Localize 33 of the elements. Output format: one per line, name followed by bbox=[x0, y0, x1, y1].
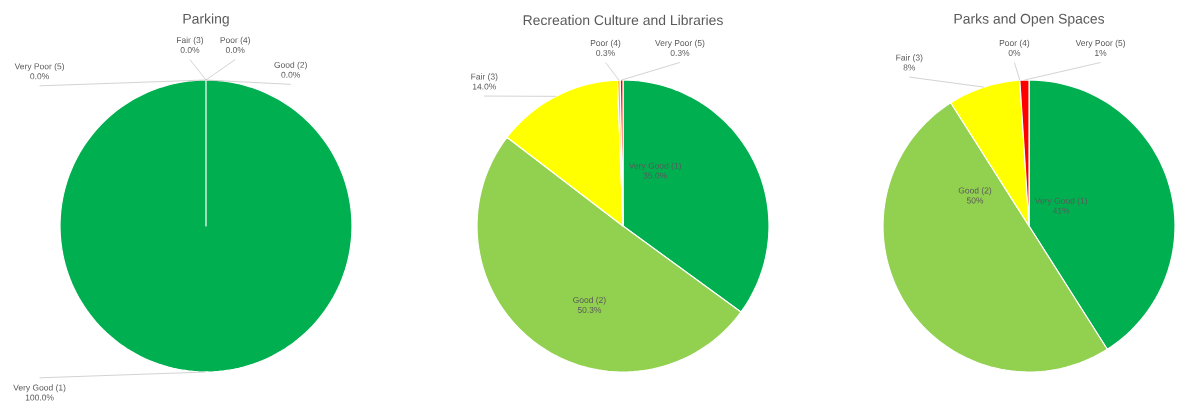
text: 0.0% bbox=[225, 47, 245, 54]
slice-label: Very Poor (5) bbox=[655, 39, 705, 48]
slice-label: Poor (4) bbox=[590, 39, 621, 48]
slice-label: Good (2) bbox=[573, 296, 606, 305]
data-label: 35.0% bbox=[643, 172, 667, 179]
category-label: Poor (4) bbox=[220, 36, 250, 45]
category-label: Fair (3) bbox=[176, 36, 204, 45]
data-label: 50.3% bbox=[577, 306, 602, 313]
category-label: Good (2) bbox=[274, 61, 307, 70]
data-label: 100.0% bbox=[25, 394, 54, 401]
data-label: 1% bbox=[1095, 50, 1107, 56]
slice-label: Good (2) bbox=[958, 187, 992, 196]
text: 0.0% bbox=[30, 73, 49, 80]
slice-label: Very Poor (5) bbox=[1075, 39, 1125, 48]
slice-label: Very Good (1) bbox=[628, 162, 681, 171]
chart-title: Recreation Culture and Libraries bbox=[523, 14, 723, 26]
text: 0% bbox=[1008, 49, 1021, 56]
data-label: 41% bbox=[1052, 207, 1070, 214]
data-label: 8% bbox=[903, 64, 916, 71]
text: 0.0% bbox=[281, 71, 301, 78]
data-label: 14.0% bbox=[472, 83, 497, 90]
text: 0.0% bbox=[180, 47, 200, 54]
data-label: 0.3% bbox=[596, 49, 615, 56]
chart-title: Parks and Open Spaces bbox=[954, 13, 1105, 27]
chart-title: Parking bbox=[183, 13, 229, 27]
category-label: Poor (4) bbox=[999, 39, 1030, 48]
data-label: 0.3% bbox=[670, 49, 690, 56]
slice-label: Fair (3) bbox=[471, 73, 498, 82]
data-label: 50% bbox=[966, 197, 984, 204]
slice-label: Very Good (1) bbox=[13, 384, 66, 393]
category-label: Very Poor (5) bbox=[14, 63, 64, 72]
slice-label: Very Good (1) bbox=[1034, 197, 1087, 206]
slice-label: Fair (3) bbox=[896, 54, 923, 63]
